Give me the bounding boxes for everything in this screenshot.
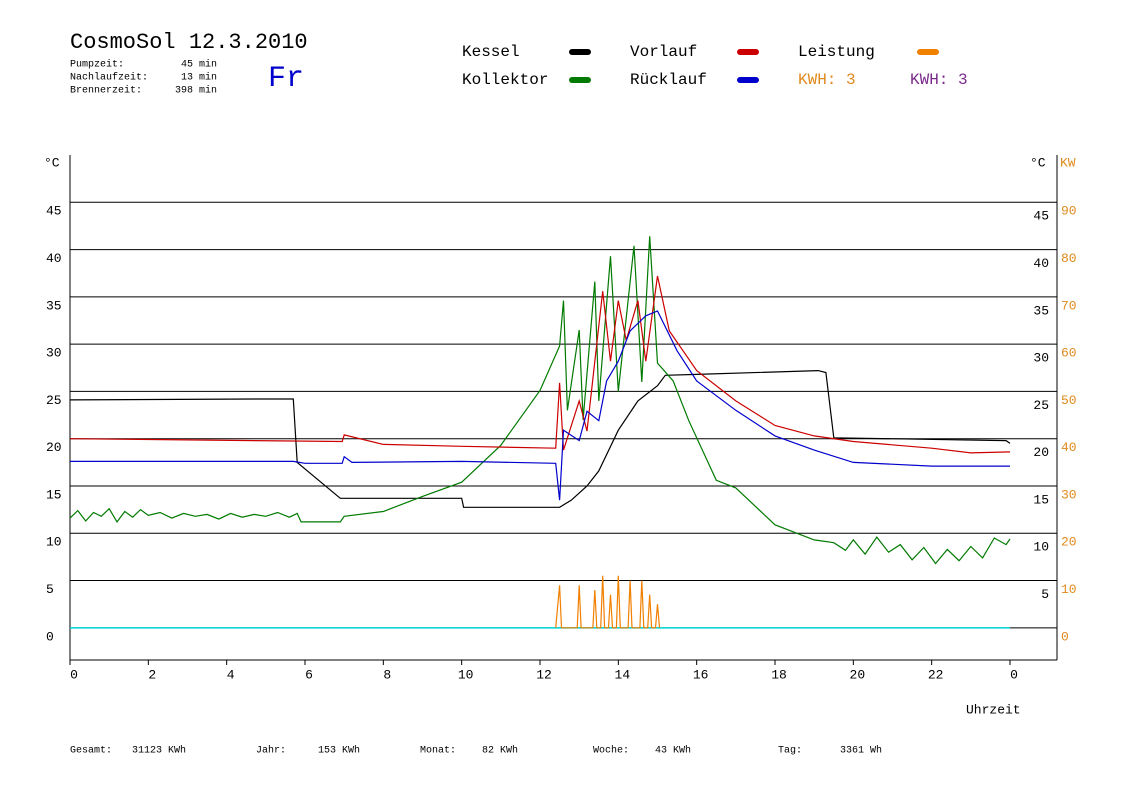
y-right-tick-label: 15	[1033, 492, 1049, 507]
x-tick-label: 12	[536, 667, 552, 682]
y2-tick-label: 0	[1061, 629, 1069, 644]
total-label: Gesamt:	[70, 746, 112, 757]
y-right-tick-label: 5	[1041, 587, 1049, 602]
info-label: Pumpzeit:	[70, 59, 124, 71]
y-tick-label: 45	[46, 204, 62, 219]
y-right-tick-label: 10	[1033, 540, 1049, 555]
y-right-tick-label: 35	[1033, 303, 1049, 318]
info-value: 45 min	[181, 59, 217, 71]
y-right-tick-label: 20	[1033, 445, 1049, 460]
y-right-tick-label: 30	[1033, 351, 1049, 366]
legend-label: Kessel	[462, 43, 520, 61]
y-tick-label: 40	[46, 251, 62, 266]
y-right-tick-label: 40	[1033, 256, 1049, 271]
x-tick-label: 20	[850, 667, 866, 682]
y2-tick-label: 40	[1061, 440, 1077, 455]
legend-label: Leistung	[798, 43, 875, 61]
total-label: Tag:	[778, 746, 802, 757]
x-tick-label: 6	[305, 667, 313, 682]
y2-tick-label: 10	[1061, 582, 1077, 597]
y2-tick-label: 80	[1061, 251, 1077, 266]
y-tick-label: 25	[46, 393, 62, 408]
info-label: Brennerzeit:	[70, 85, 142, 97]
info-value: 398 min	[175, 85, 217, 97]
y2-tick-label: 20	[1061, 535, 1077, 550]
x-tick-label: 2	[148, 667, 156, 682]
y-unit: °C	[44, 155, 60, 170]
legend-label: Kollektor	[462, 71, 548, 89]
y-unit-right: °C	[1030, 155, 1046, 170]
chart-title: CosmoSol 12.3.2010	[70, 30, 308, 55]
y-tick-label: 15	[46, 487, 62, 502]
series-line	[69, 236, 1011, 565]
y-tick-label: 5	[46, 582, 54, 597]
weekday: Fr	[268, 62, 304, 96]
total-value: 3361 Wh	[840, 745, 882, 757]
total-value: 82 KWh	[482, 745, 518, 757]
y-tick-label: 30	[46, 346, 62, 361]
x-tick-label: 8	[383, 667, 391, 682]
series-line	[69, 369, 1011, 508]
legend-label: Rücklauf	[630, 71, 707, 89]
total-value: 43 KWh	[655, 745, 691, 757]
series-line	[69, 275, 1011, 454]
y-tick-label: 0	[46, 629, 54, 644]
x-tick-label: 18	[771, 667, 787, 682]
total-value: 31123 KWh	[132, 745, 186, 757]
y2-tick-label: 60	[1061, 346, 1077, 361]
x-tick-label: 22	[928, 667, 944, 682]
series-line	[555, 575, 661, 629]
y2-unit: KW	[1060, 155, 1076, 170]
x-axis-label: Uhrzeit	[966, 702, 1021, 717]
info-label: Nachlaufzeit:	[70, 72, 148, 84]
x-tick-label: 4	[227, 667, 235, 682]
y2-tick-label: 70	[1061, 298, 1077, 313]
info-value: 13 min	[181, 72, 217, 84]
y-right-tick-label: 45	[1033, 209, 1049, 224]
y-tick-label: 20	[46, 440, 62, 455]
x-tick-label: 16	[693, 667, 709, 682]
x-tick-label: 10	[458, 667, 474, 682]
y-tick-label: 10	[46, 535, 62, 550]
total-label: Monat:	[420, 746, 456, 757]
kwh-label: KWH: 3	[910, 71, 968, 89]
x-tick-label: 14	[615, 667, 631, 682]
legend-label: Vorlauf	[630, 43, 697, 61]
x-tick-label: 0	[70, 667, 78, 682]
y2-tick-label: 90	[1061, 204, 1077, 219]
x-tick-label: 0	[1010, 667, 1018, 682]
y2-tick-label: 50	[1061, 393, 1077, 408]
y-tick-label: 35	[46, 298, 62, 313]
total-value: 153 KWh	[318, 745, 360, 757]
y-right-tick-label: 25	[1033, 398, 1049, 413]
kwh-label: KWH: 3	[798, 71, 856, 89]
series-line	[70, 310, 1010, 501]
y2-tick-label: 30	[1061, 487, 1077, 502]
total-label: Woche:	[593, 745, 629, 757]
total-label: Jahr:	[256, 745, 286, 757]
